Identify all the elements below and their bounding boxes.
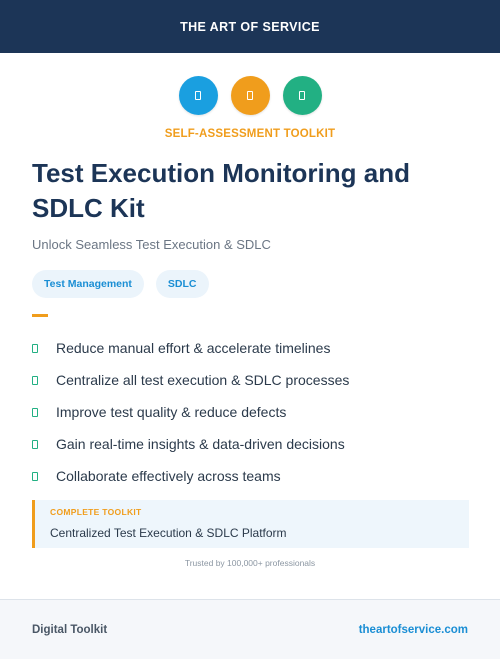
- check-icon: [32, 375, 38, 385]
- footer: Digital Toolkit theartofservice.com: [0, 599, 500, 659]
- list-item: Centralize all test execution & SDLC pro…: [32, 364, 472, 396]
- feature-text: Reduce manual effort & accelerate timeli…: [56, 340, 331, 356]
- list-item: Reduce manual effort & accelerate timeli…: [32, 332, 472, 364]
- feature-text: Centralize all test execution & SDLC pro…: [56, 372, 350, 388]
- page-title: Test Execution Monitoring and SDLC Kit: [32, 158, 410, 223]
- toolkit-callout: COMPLETE TOOLKIT Centralized Test Execut…: [32, 500, 469, 548]
- feature-text: Collaborate effectively across teams: [56, 468, 281, 484]
- trusted-note: Trusted by 100,000+ professionals: [184, 558, 316, 568]
- icon-row: [0, 76, 500, 115]
- tag-list: Test Management SDLC: [32, 270, 209, 298]
- callout-label: COMPLETE TOOLKIT: [50, 507, 142, 517]
- callout-text: Centralized Test Execution & SDLC Platfo…: [50, 526, 287, 540]
- document-icon: [282, 76, 322, 115]
- check-icon: [32, 343, 38, 353]
- document-icon: [178, 76, 218, 115]
- header-bar: THE ART OF SERVICE: [0, 0, 500, 53]
- list-item: Gain real-time insights & data-driven de…: [32, 428, 472, 460]
- tag-sdlc[interactable]: SDLC: [155, 270, 209, 298]
- website-link[interactable]: theartofservice.com: [358, 623, 468, 636]
- tag-test-management[interactable]: Test Management: [32, 270, 144, 298]
- footer-label: Digital Toolkit: [32, 623, 108, 636]
- check-icon: [32, 407, 38, 417]
- list-item: Improve test quality & reduce defects: [32, 396, 472, 428]
- kicker-label: SELF-ASSESSMENT TOOLKIT: [164, 128, 336, 140]
- list-item: Collaborate effectively across teams: [32, 460, 472, 492]
- feature-text: Improve test quality & reduce defects: [56, 404, 287, 420]
- check-icon: [32, 439, 38, 449]
- subtitle: Unlock Seamless Test Execution & SDLC: [32, 237, 271, 252]
- accent-divider: [32, 314, 48, 317]
- document-icon: [230, 76, 270, 115]
- brand-name: THE ART OF SERVICE: [180, 19, 320, 34]
- feature-list: Reduce manual effort & accelerate timeli…: [32, 332, 472, 492]
- feature-text: Gain real-time insights & data-driven de…: [56, 436, 345, 452]
- check-icon: [32, 471, 38, 481]
